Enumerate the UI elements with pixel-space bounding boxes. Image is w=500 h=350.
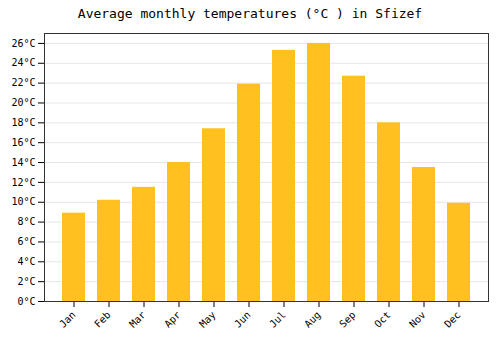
svg-text:16°C: 16°C xyxy=(11,137,35,148)
svg-text:Apr: Apr xyxy=(162,309,183,330)
svg-text:Jan: Jan xyxy=(57,309,78,330)
svg-text:12°C: 12°C xyxy=(11,177,35,188)
svg-text:May: May xyxy=(197,309,218,330)
svg-text:Jun: Jun xyxy=(232,309,253,330)
svg-text:10°C: 10°C xyxy=(11,196,35,207)
svg-text:0°C: 0°C xyxy=(17,296,35,307)
html-text:Average monthly temperatures (: Average monthly temperatures (°C ) in Sf… xyxy=(77,6,423,21)
svg-text:4°C: 4°C xyxy=(17,256,35,267)
svg-text:6°C: 6°C xyxy=(17,236,35,247)
svg-text:18°C: 18°C xyxy=(11,117,35,128)
svg-text:Sep: Sep xyxy=(337,309,358,330)
svg-text:2°C: 2°C xyxy=(17,276,35,287)
svg-text:Dec: Dec xyxy=(442,309,463,330)
svg-text:Feb: Feb xyxy=(92,309,113,330)
svg-text:Mar: Mar xyxy=(127,309,148,330)
svg-text:Nov: Nov xyxy=(407,309,428,330)
svg-text:Oct: Oct xyxy=(372,309,393,330)
svg-text:24°C: 24°C xyxy=(11,57,35,68)
svg-text:Aug: Aug xyxy=(302,309,323,330)
svg-text:22°C: 22°C xyxy=(11,77,35,88)
svg-text:14°C: 14°C xyxy=(11,157,35,168)
svg-text:8°C: 8°C xyxy=(17,216,35,227)
svg-text:26°C: 26°C xyxy=(11,38,35,49)
svg-text:20°C: 20°C xyxy=(11,97,35,108)
svg-text:Jul: Jul xyxy=(267,309,288,330)
